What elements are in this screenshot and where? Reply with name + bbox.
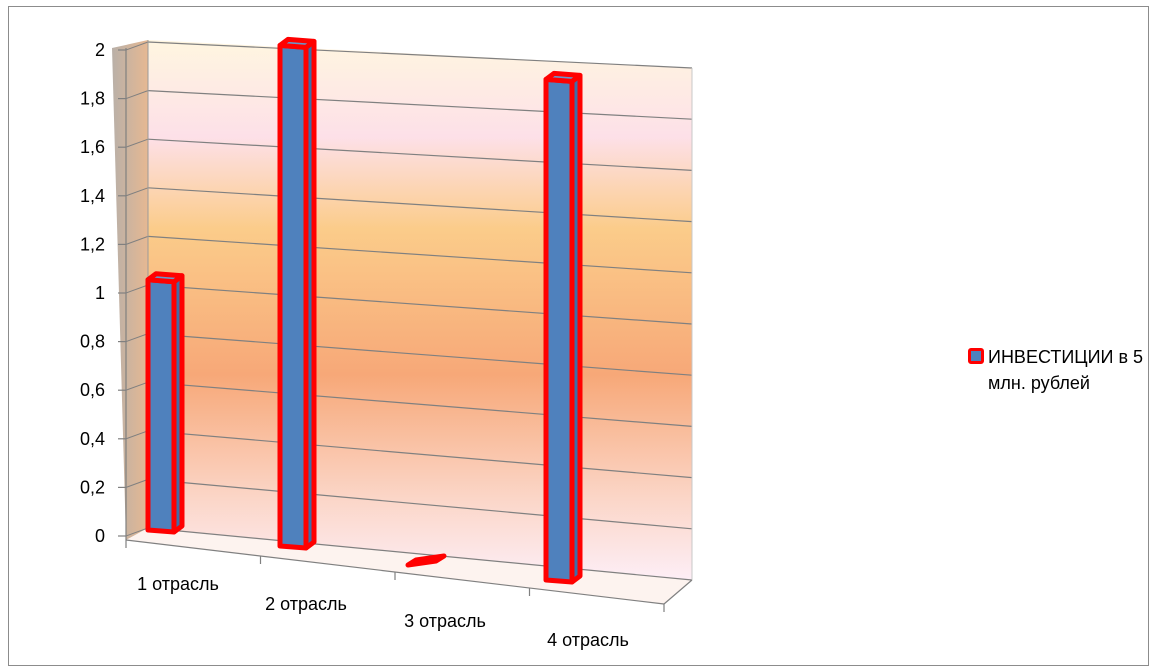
y-tick-label: 0,8 [80,332,105,352]
y-tick-label: 0,2 [80,477,105,497]
bar-face [543,76,575,585]
y-tick-label: 1,6 [80,137,105,157]
legend-series-name: ИНВЕСТИЦИИ в 5 млн. рублей [988,347,1144,393]
bar-1 [145,271,185,535]
bar-2 [277,36,317,551]
gridline-side [125,430,149,440]
bar-top [145,271,185,285]
legend-swatch [968,348,984,364]
legend: ИНВЕСТИЦИИ в 5 млн. рублей [968,344,1152,396]
side-wall [112,40,148,540]
gridline-side [125,478,149,488]
bar-top [543,70,583,84]
y-tick-label: 0,6 [80,380,105,400]
y-tick-label: 2 [95,40,105,60]
bar-face [277,42,309,551]
gridline-side [125,381,149,391]
bar-face [145,277,177,535]
y-tick-label: 1 [95,283,105,303]
gridline-side [125,138,149,148]
gridline [147,90,693,120]
gridline [147,333,693,376]
y-tick-label: 0,4 [80,429,105,449]
gridline-side [125,187,149,197]
bar-side [569,72,583,585]
x-category-label: 1 отрасль [137,574,219,594]
bar-3 [405,553,447,568]
gridline-side [125,527,149,537]
gridline-side [125,333,149,343]
x-category-label: 4 отрасль [547,630,629,650]
gridline-side [125,90,149,100]
gridline [147,138,693,171]
gridline-side [125,235,149,245]
x-axis-end [663,579,693,605]
gridline-side [125,41,149,51]
bar-top [277,36,317,50]
gridline-side [125,284,149,294]
gridline [147,430,693,479]
gridline [147,41,693,69]
gridline [147,527,693,581]
back-wall [148,40,692,580]
y-tick-label: 1,2 [80,234,105,254]
bar-side [303,38,317,551]
gridline [147,187,693,223]
y-tick-label: 1,4 [80,186,105,206]
bar-side [171,273,185,535]
gridline [147,381,693,427]
bar-face [405,553,447,568]
gridline [147,284,693,325]
x-category-label: 2 отрасль [265,594,347,614]
bar-4 [543,70,583,585]
gridline [147,235,693,274]
y-tick-label: 0 [95,526,105,546]
x-category-label: 3 отрасль [404,611,486,631]
y-tick-label: 1,8 [80,89,105,109]
gridline [147,478,693,530]
